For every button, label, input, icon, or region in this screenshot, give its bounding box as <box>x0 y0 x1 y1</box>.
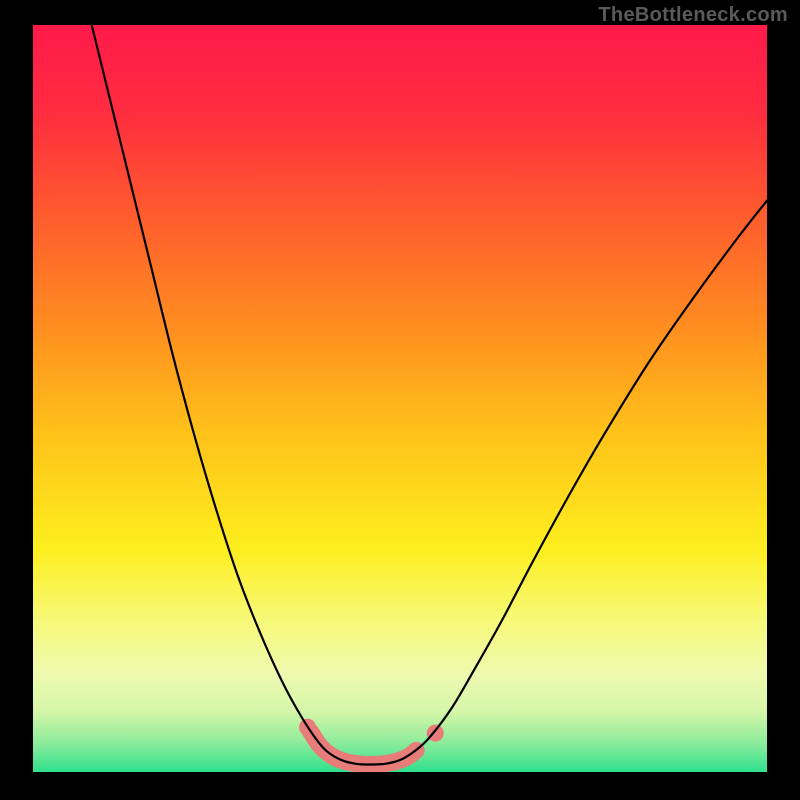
plot-gradient-background <box>33 25 767 772</box>
bottleneck-curve-chart <box>0 0 800 800</box>
watermark-text: TheBottleneck.com <box>598 4 788 27</box>
